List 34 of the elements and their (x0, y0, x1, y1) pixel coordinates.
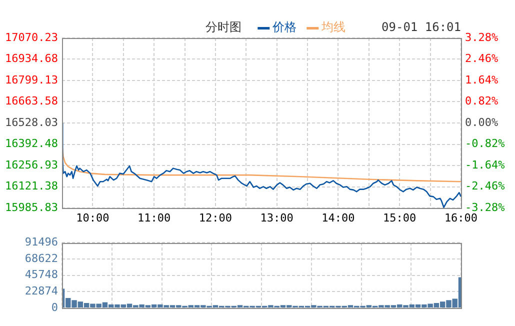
y-tick-label: 16934.68 (5, 52, 58, 66)
y2-tick-label: -2.46% (465, 180, 506, 193)
y-tick-label: 45748 (24, 268, 58, 282)
y-tick-label: 16528.03 (5, 116, 58, 129)
y2-tick-label: -1.64% (465, 158, 506, 172)
y2-tick-label: 2.46% (465, 52, 498, 66)
y-tick-label: 16663.58 (5, 94, 58, 108)
y-tick-label: 16392.48 (5, 137, 58, 150)
x-tick-label: 12:00 (198, 211, 232, 224)
y2-tick-label: -3.28% (465, 200, 506, 214)
x-tick-label: 14:00 (322, 211, 355, 224)
y-tick-label: 16121.38 (5, 180, 58, 193)
y2-tick-label: 3.28% (465, 30, 498, 44)
y-tick-label: 17070.23 (5, 30, 58, 44)
y-tick-label: 68622 (24, 252, 58, 265)
y2-tick-label: 0.82% (465, 94, 498, 108)
y2-tick-label: 0.00% (465, 116, 498, 129)
x-tick-label: 13:00 (260, 211, 294, 224)
y-tick-label: 22874 (24, 284, 58, 298)
y-tick-label: 16799.13 (5, 73, 58, 86)
y-tick-label: 0 (51, 300, 58, 314)
y-tick-label: 16256.93 (5, 158, 58, 172)
y-tick-label: 15985.83 (5, 200, 58, 214)
x-tick-label: 11:00 (138, 211, 171, 224)
y-tick-label: 91496 (24, 235, 58, 248)
chart-title: 分时图 (206, 20, 242, 34)
y2-tick-label: 1.64% (465, 73, 498, 86)
legend-label: 均线 (320, 20, 346, 34)
x-tick-label: 10:00 (76, 211, 110, 224)
x-tick-label: 16:00 (444, 211, 478, 224)
legend-label: 价格 (272, 20, 297, 34)
y2-tick-label: -0.82% (465, 137, 506, 150)
text: 09-01 16:01 (382, 20, 461, 34)
x-tick-label: 15:00 (383, 211, 416, 224)
